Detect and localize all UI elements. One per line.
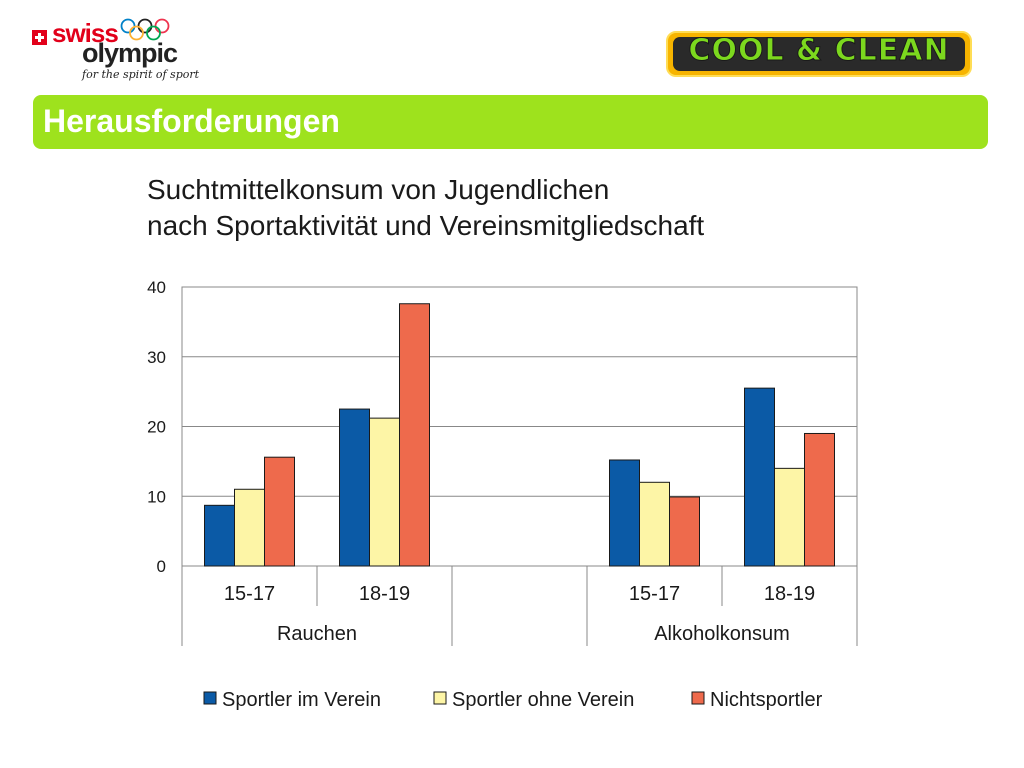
bar <box>264 456 295 567</box>
legend-swatch <box>203 691 217 705</box>
chart-title-line-1: Suchtmittelkonsum von Jugendlichen <box>147 174 610 205</box>
bar <box>609 459 640 567</box>
legend-label: Nichtsportler <box>710 689 823 711</box>
logo-word-olympic: olympic <box>82 38 178 68</box>
x-tick-label: 18-19 <box>764 583 815 605</box>
logo-tagline: for the spirit of sport <box>82 68 200 81</box>
chart-title: Suchtmittelkonsum von Jugendlichen nach … <box>147 172 704 244</box>
legend-label: Sportler ohne Verein <box>452 689 634 711</box>
bar <box>369 417 400 567</box>
bar <box>234 488 265 567</box>
bar <box>399 303 430 567</box>
y-tick-label: 0 <box>157 557 166 576</box>
cool-and-clean-logo: COOL & CLEAN <box>666 31 972 77</box>
bar <box>774 467 805 567</box>
bar <box>204 504 235 567</box>
x-tick-label: 15-17 <box>629 583 680 605</box>
x-tick-label: 15-17 <box>224 583 275 605</box>
y-tick-label: 20 <box>147 418 166 437</box>
bar <box>804 432 835 567</box>
y-tick-label: 40 <box>147 278 166 297</box>
banner-title: Herausforderungen <box>43 103 340 139</box>
logo-word-swiss: swiss <box>52 18 119 48</box>
x-tick-label: 18-19 <box>359 583 410 605</box>
bar <box>339 408 370 567</box>
legend-swatch <box>433 691 447 705</box>
bar <box>669 496 700 567</box>
x-group-label: Rauchen <box>277 623 357 645</box>
bar <box>639 481 670 567</box>
swiss-cross-icon <box>32 30 47 45</box>
x-group-label: Alkoholkonsum <box>654 623 790 645</box>
swiss-olympic-logo: swiss olympic for the spirit of sport <box>32 18 199 82</box>
olympic-rings-icon <box>120 18 170 41</box>
plot-area <box>181 286 858 567</box>
legend-label: Sportler im Verein <box>222 689 381 711</box>
chart-title-line-2: nach Sportaktivität und Vereinsmitglieds… <box>147 210 705 241</box>
y-tick-label: 10 <box>147 487 166 506</box>
legend-swatch <box>691 691 705 705</box>
y-tick-label: 30 <box>147 348 166 367</box>
cool-and-clean-text: COOL & CLEAN <box>688 33 950 68</box>
bar <box>744 387 775 567</box>
section-banner: Herausforderungen <box>33 95 988 149</box>
